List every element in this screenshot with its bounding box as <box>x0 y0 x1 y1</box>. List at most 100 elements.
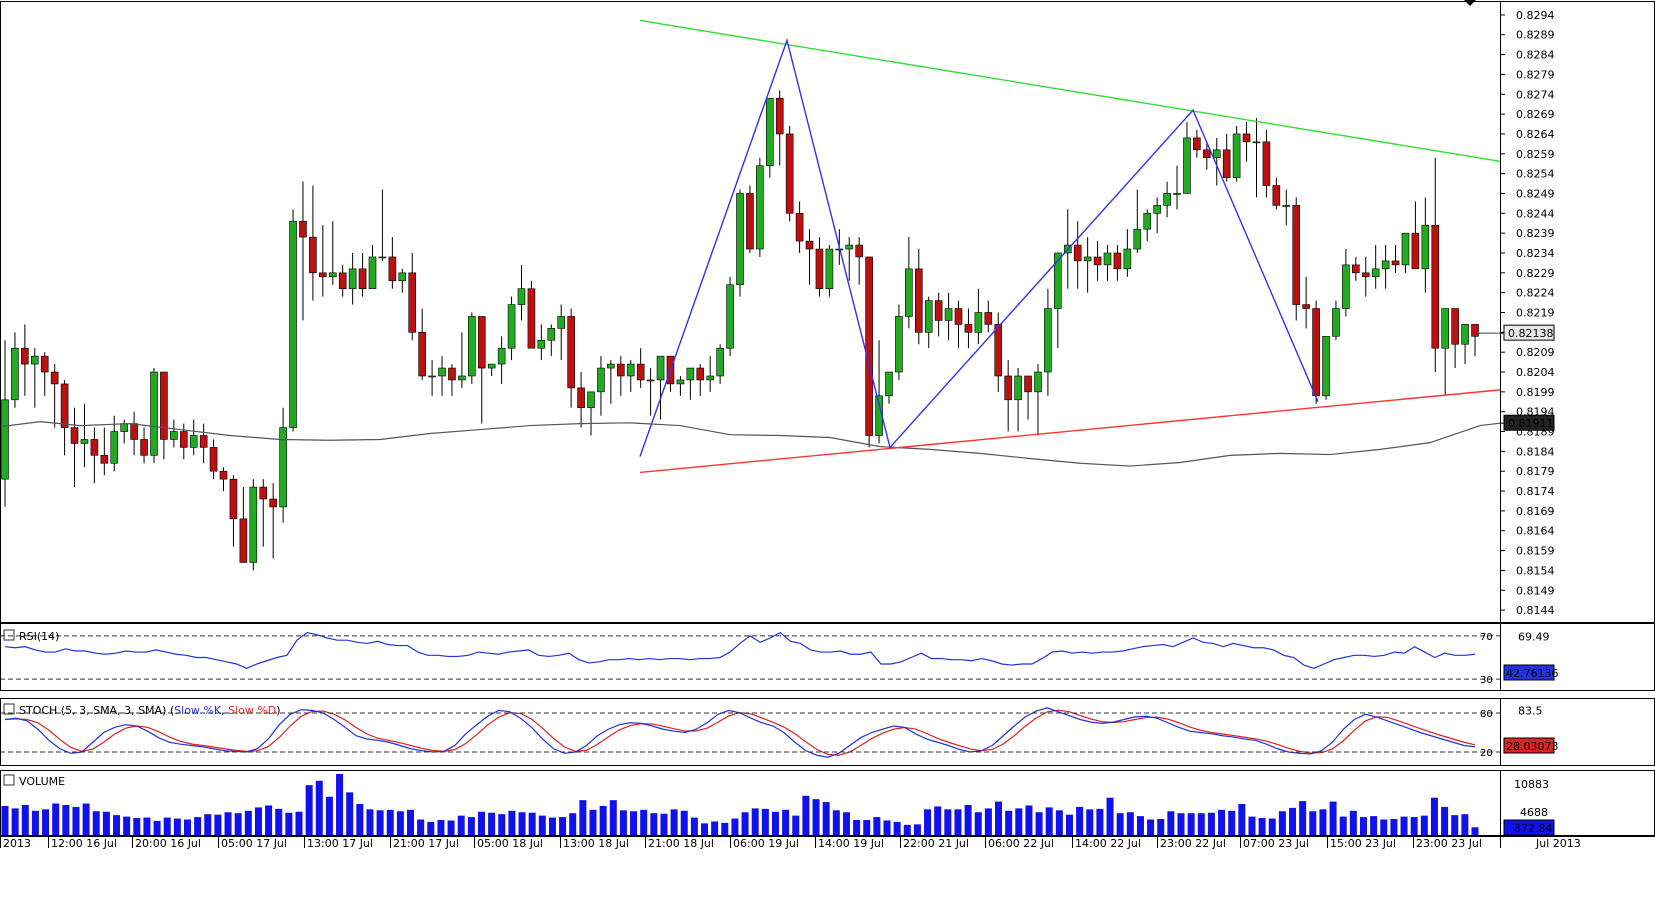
volume-bar <box>1197 813 1205 835</box>
candle-bullish <box>1461 324 1469 345</box>
price-tick-label: 0.8154 <box>1516 564 1555 577</box>
price-tick-label: 0.8149 <box>1516 584 1555 597</box>
volume-bar <box>173 818 181 835</box>
price-tick-label: 0.8174 <box>1516 485 1555 498</box>
volume-bar <box>407 809 415 835</box>
volume-bar <box>1 805 9 835</box>
candle-bearish <box>477 316 486 369</box>
volume-bar <box>518 812 526 835</box>
volume-bar <box>427 821 435 835</box>
volume-bar <box>153 820 161 835</box>
candle-bullish <box>547 328 556 341</box>
price-pane[interactable] <box>0 19 1501 571</box>
scroll-marker-icon <box>1464 0 1476 6</box>
volume-bar <box>842 812 850 835</box>
candle-bearish <box>199 435 208 448</box>
candle-bullish <box>676 379 685 385</box>
price-tick-label: 0.8199 <box>1516 386 1555 399</box>
candle-bearish <box>785 133 794 214</box>
rsi-level-label: 70 <box>1480 632 1493 643</box>
volume-bar <box>883 820 891 835</box>
volume-bar <box>934 806 942 835</box>
close-icon <box>3 774 15 786</box>
volume-bar <box>1065 814 1073 835</box>
stoch-current-label: 28.03073 <box>1506 740 1559 753</box>
volume-bar <box>204 814 212 835</box>
price-tick-label: 0.8229 <box>1516 267 1555 280</box>
volume-bar <box>1258 818 1266 835</box>
volume-bar <box>437 819 445 835</box>
trendline-resistance <box>639 19 1501 163</box>
volume-bar <box>528 812 536 835</box>
volume-bar <box>1055 810 1063 835</box>
volume-bar <box>386 809 394 835</box>
candle-bearish <box>636 363 645 381</box>
candle-bearish <box>696 367 705 381</box>
volume-bar <box>1329 801 1337 835</box>
candle-bullish <box>468 316 476 377</box>
candle-bearish <box>805 240 814 250</box>
price-tick-label: 0.8264 <box>1516 128 1555 141</box>
volume-bar <box>1045 807 1053 835</box>
candle-bearish <box>299 220 307 238</box>
candle-bearish <box>795 213 804 242</box>
volume-bar <box>1390 819 1398 835</box>
volume-bar <box>1228 810 1236 835</box>
trendline-zigzag <box>639 37 1319 457</box>
volume-bar <box>356 804 364 835</box>
candle-bullish <box>378 256 387 259</box>
candle-bullish <box>1332 308 1340 337</box>
candle-bearish <box>1073 244 1082 262</box>
volume-bar <box>751 808 759 835</box>
candle-bearish <box>70 427 79 444</box>
volume-bar <box>619 810 627 835</box>
candle-bullish <box>80 439 89 444</box>
volume-bar <box>457 815 465 835</box>
rsi-pane[interactable]: 70 30 RSI(14) <box>0 629 1500 686</box>
volume-pane[interactable]: VOLUME <box>1 774 1479 835</box>
volume-bar <box>863 819 871 835</box>
volume-bar <box>52 803 60 835</box>
candle-bullish <box>1252 141 1261 144</box>
volume-bar <box>548 817 556 835</box>
candle-bullish <box>458 375 466 381</box>
volume-bar <box>873 817 881 835</box>
candle-bullish <box>706 375 715 381</box>
volume-bar <box>21 804 29 835</box>
candle-bullish <box>885 371 893 397</box>
current-price-label: 0.82138 <box>1508 327 1554 340</box>
candle-bullish <box>716 347 724 377</box>
volume-bar <box>62 804 70 835</box>
volume-bar <box>1451 815 1459 835</box>
candle-bearish <box>1292 205 1301 305</box>
price-tick-label: 0.8289 <box>1516 29 1555 42</box>
price-tick-label: 0.8179 <box>1516 465 1555 478</box>
volume-bar <box>802 795 810 835</box>
candle-bearish <box>100 455 109 464</box>
candle-bearish <box>1024 375 1032 393</box>
candle-bullish <box>1054 252 1062 309</box>
candle-bearish <box>855 244 863 258</box>
volume-bar <box>315 780 323 835</box>
volume-bar <box>467 817 475 835</box>
rsi-current-box <box>1503 664 1555 681</box>
candle-bullish <box>1123 248 1132 270</box>
price-tick-label: 0.8254 <box>1516 168 1555 181</box>
stoch-pane[interactable]: 80 20 STOCH (5, 3, SMA, 3, SMA) (Slow %K, … <box>0 703 1500 759</box>
volume-bar <box>974 812 982 835</box>
candle-bullish <box>895 316 903 373</box>
candle-bearish <box>746 193 754 250</box>
price-tick-label: 0.8269 <box>1516 108 1555 121</box>
candle-bearish <box>388 256 397 282</box>
volume-bar <box>1126 812 1134 835</box>
candle-bearish <box>229 478 238 520</box>
volume-bar <box>1299 801 1307 835</box>
volume-bar <box>680 810 688 835</box>
candle-bullish <box>626 363 635 377</box>
candle-bearish <box>408 272 417 333</box>
volume-bar <box>1278 811 1286 835</box>
volume-bar <box>1167 811 1175 835</box>
candle-bearish <box>1302 304 1310 309</box>
time-label: 06:00 22 Jul <box>988 837 1054 850</box>
